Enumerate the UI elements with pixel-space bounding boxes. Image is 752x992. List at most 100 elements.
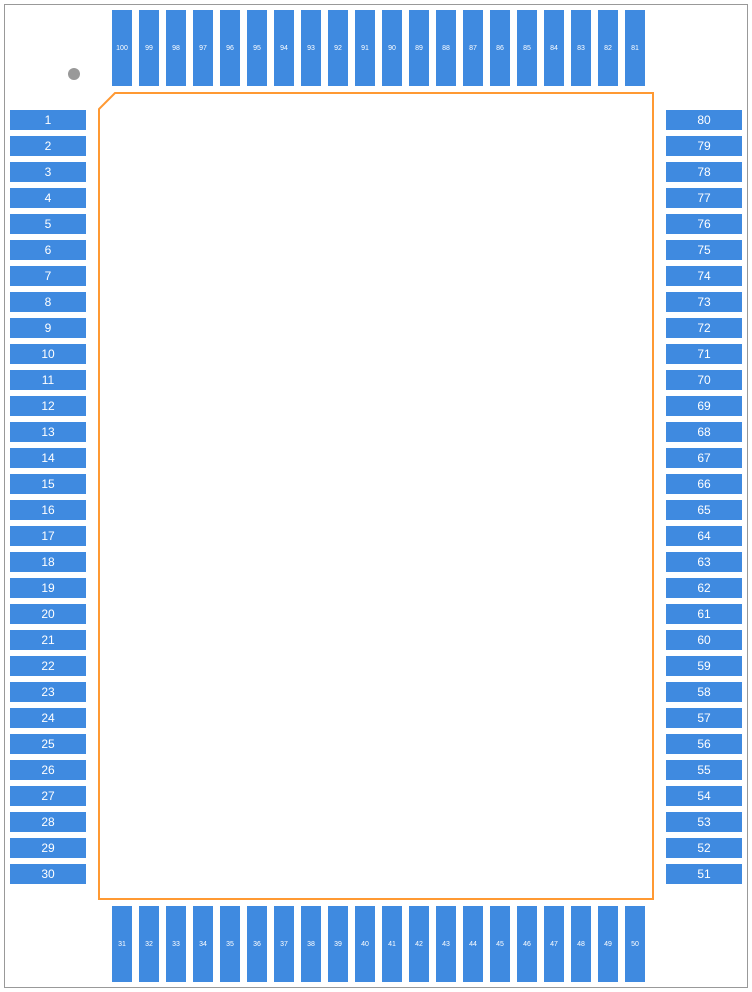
pin-label: 20: [41, 607, 54, 621]
pin-label: 13: [41, 425, 54, 439]
pin-11: 11: [10, 370, 86, 390]
pin-41: 41: [382, 906, 402, 982]
pin-7: 7: [10, 266, 86, 286]
pin-label: 36: [253, 941, 261, 948]
pin-47: 47: [544, 906, 564, 982]
pin-50: 50: [625, 906, 645, 982]
pin-label: 77: [697, 191, 710, 205]
pin1-notch: [98, 92, 118, 112]
pin-69: 69: [666, 396, 742, 416]
pin-label: 51: [697, 867, 710, 881]
pin-57: 57: [666, 708, 742, 728]
pin-14: 14: [10, 448, 86, 468]
pin-label: 41: [388, 941, 396, 948]
pin-label: 47: [550, 941, 558, 948]
pin-label: 39: [334, 941, 342, 948]
pin-40: 40: [355, 906, 375, 982]
pin-94: 94: [274, 10, 294, 86]
pin-label: 42: [415, 941, 423, 948]
pin-label: 58: [697, 685, 710, 699]
pin-30: 30: [10, 864, 86, 884]
pin-27: 27: [10, 786, 86, 806]
pin-label: 22: [41, 659, 54, 673]
pin-label: 86: [496, 45, 504, 52]
pin-label: 59: [697, 659, 710, 673]
pin-15: 15: [10, 474, 86, 494]
pin-74: 74: [666, 266, 742, 286]
pin-16: 16: [10, 500, 86, 520]
pin-label: 65: [697, 503, 710, 517]
pin-96: 96: [220, 10, 240, 86]
pin-68: 68: [666, 422, 742, 442]
pin-62: 62: [666, 578, 742, 598]
pin-label: 19: [41, 581, 54, 595]
pin-label: 61: [697, 607, 710, 621]
pin-label: 30: [41, 867, 54, 881]
pin-label: 34: [199, 941, 207, 948]
pin-61: 61: [666, 604, 742, 624]
pin-20: 20: [10, 604, 86, 624]
pin-label: 82: [604, 45, 612, 52]
pin-9: 9: [10, 318, 86, 338]
pin-35: 35: [220, 906, 240, 982]
pin-18: 18: [10, 552, 86, 572]
pin-label: 83: [577, 45, 585, 52]
pin-65: 65: [666, 500, 742, 520]
pin-43: 43: [436, 906, 456, 982]
pin-label: 71: [697, 347, 710, 361]
pin-24: 24: [10, 708, 86, 728]
pin-10: 10: [10, 344, 86, 364]
pin-77: 77: [666, 188, 742, 208]
pin-79: 79: [666, 136, 742, 156]
pin-label: 46: [523, 941, 531, 948]
pin-label: 87: [469, 45, 477, 52]
pin-22: 22: [10, 656, 86, 676]
pin-84: 84: [544, 10, 564, 86]
pin-label: 38: [307, 941, 315, 948]
pin-label: 98: [172, 45, 180, 52]
pin-64: 64: [666, 526, 742, 546]
pin-55: 55: [666, 760, 742, 780]
pin-5: 5: [10, 214, 86, 234]
pin-label: 69: [697, 399, 710, 413]
pin-1: 1: [10, 110, 86, 130]
pin-56: 56: [666, 734, 742, 754]
pin-label: 96: [226, 45, 234, 52]
pin-54: 54: [666, 786, 742, 806]
pin-3: 3: [10, 162, 86, 182]
pin-label: 1: [45, 113, 52, 127]
pin-label: 4: [45, 191, 52, 205]
pin-label: 17: [41, 529, 54, 543]
pin-label: 92: [334, 45, 342, 52]
pin-label: 84: [550, 45, 558, 52]
pin-label: 43: [442, 941, 450, 948]
pin-label: 25: [41, 737, 54, 751]
pin-label: 81: [631, 45, 639, 52]
pin-82: 82: [598, 10, 618, 86]
pin-29: 29: [10, 838, 86, 858]
pin-100: 100: [112, 10, 132, 86]
pin-76: 76: [666, 214, 742, 234]
pin-33: 33: [166, 906, 186, 982]
pin-63: 63: [666, 552, 742, 572]
pin-label: 54: [697, 789, 710, 803]
pin-19: 19: [10, 578, 86, 598]
pin-12: 12: [10, 396, 86, 416]
pin-label: 62: [697, 581, 710, 595]
pin-23: 23: [10, 682, 86, 702]
pin-label: 78: [697, 165, 710, 179]
pin-label: 33: [172, 941, 180, 948]
pin-label: 16: [41, 503, 54, 517]
pin-label: 26: [41, 763, 54, 777]
pin-label: 53: [697, 815, 710, 829]
pin-31: 31: [112, 906, 132, 982]
pin-label: 91: [361, 45, 369, 52]
pin-label: 73: [697, 295, 710, 309]
pin-label: 2: [45, 139, 52, 153]
pin-label: 35: [226, 941, 234, 948]
pin-42: 42: [409, 906, 429, 982]
chip-body: [98, 92, 654, 900]
pin-label: 11: [42, 373, 54, 387]
pin-45: 45: [490, 906, 510, 982]
pin-92: 92: [328, 10, 348, 86]
